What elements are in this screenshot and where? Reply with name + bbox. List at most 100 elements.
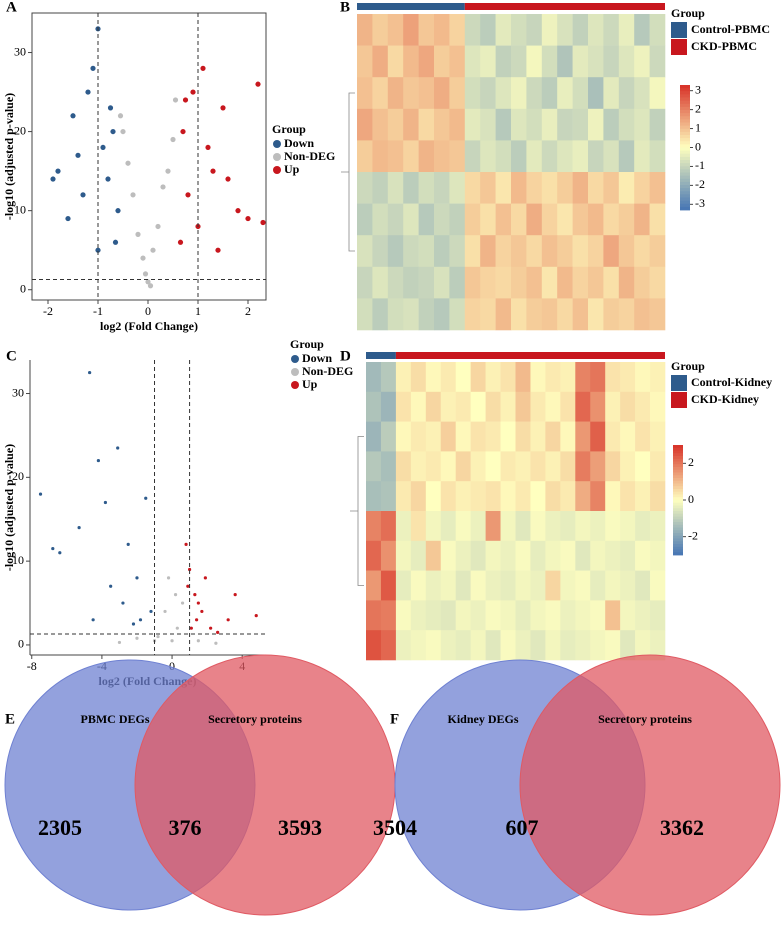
- heatmap-cell: [425, 600, 442, 631]
- heatmap-cell: [649, 203, 666, 236]
- colorbar-step: [673, 486, 683, 490]
- colorbar-step: [673, 467, 683, 471]
- point: [65, 215, 71, 222]
- y-tick-label: 30: [12, 385, 24, 399]
- heatmap-cell: [495, 14, 512, 46]
- set-label: Kidney DEGs: [447, 712, 518, 726]
- heatmap-cell: [464, 77, 481, 110]
- heatmap-cell: [395, 511, 412, 542]
- heatmap-cell: [649, 140, 666, 173]
- legend-label: CKD-Kidney: [691, 392, 759, 406]
- heatmap-cell: [634, 172, 650, 204]
- point: [254, 614, 258, 618]
- heatmap-cell: [530, 540, 546, 571]
- group-bar: [395, 352, 665, 359]
- colorbar-step: [680, 206, 690, 211]
- point: [203, 576, 207, 580]
- colorbar-step: [680, 153, 690, 158]
- heatmap-cell: [485, 630, 501, 661]
- heatmap-cell: [372, 172, 389, 204]
- heatmap-cell: [515, 451, 531, 482]
- heatmap-cell: [410, 540, 427, 571]
- heatmap-cell: [366, 391, 382, 422]
- point: [170, 136, 176, 143]
- heatmap-cell: [620, 630, 636, 661]
- colorbar-step: [673, 491, 683, 495]
- point: [140, 255, 146, 261]
- colorbar-step: [680, 97, 690, 102]
- heatmap-cell: [515, 391, 531, 422]
- point: [193, 593, 197, 597]
- heatmap-cell: [418, 45, 435, 78]
- point: [209, 626, 213, 630]
- heatmap-cell: [618, 108, 635, 141]
- heatmap-cell: [410, 630, 427, 661]
- heatmap-cell: [380, 570, 397, 601]
- heatmap-cell: [366, 630, 382, 661]
- heatmap-cell: [440, 362, 456, 393]
- heatmap-cell: [634, 108, 650, 141]
- heatmap-cell: [380, 362, 397, 393]
- colorbar-tick-label: -1: [695, 158, 705, 172]
- panel-letter: C: [6, 348, 17, 364]
- heatmap-cell: [380, 630, 397, 661]
- heatmap-cell: [403, 14, 419, 46]
- point: [75, 152, 81, 158]
- point: [165, 168, 171, 174]
- heatmap-cell: [511, 172, 527, 204]
- group-bar: [366, 352, 396, 359]
- point: [144, 496, 148, 500]
- point: [182, 97, 189, 103]
- heatmap-cell: [449, 298, 466, 331]
- heatmap-cell: [590, 391, 606, 422]
- heatmap-cell: [500, 630, 516, 661]
- heatmap-cell: [403, 298, 419, 331]
- colorbar-step: [680, 125, 690, 130]
- heatmap-cell: [372, 140, 389, 173]
- heatmap-cell: [541, 45, 558, 78]
- point: [131, 622, 136, 626]
- heatmap-cell: [434, 140, 450, 173]
- point: [225, 176, 231, 182]
- count-label: 376: [169, 815, 202, 840]
- heatmap-cell: [485, 511, 501, 542]
- heatmap-cell: [480, 172, 496, 204]
- x-tick-label: 0: [169, 659, 175, 673]
- heatmap-cell: [605, 570, 621, 601]
- heatmap-cell: [590, 451, 606, 482]
- heatmap-cell: [372, 298, 389, 331]
- colorbar-step: [680, 166, 690, 170]
- heatmap-cell: [530, 630, 546, 661]
- group-bar: [357, 3, 465, 10]
- heatmap-cell: [620, 540, 636, 571]
- heatmap-cell: [440, 630, 456, 661]
- point: [90, 65, 96, 71]
- heatmap-cell: [455, 511, 471, 542]
- heatmap-cell: [634, 266, 650, 299]
- legend-swatch: [291, 355, 299, 363]
- heatmap-cell: [511, 14, 527, 46]
- heatmap-cell: [387, 14, 404, 46]
- heatmap-cell: [605, 630, 621, 661]
- heatmap-cell: [560, 511, 576, 542]
- colorbar-step: [680, 203, 690, 208]
- point: [200, 65, 206, 71]
- point: [138, 618, 143, 622]
- point: [170, 639, 174, 643]
- heatmap-cell: [403, 45, 419, 78]
- heatmap-cell: [572, 235, 589, 268]
- colorbar-step: [680, 197, 690, 202]
- heatmap-cell: [380, 451, 397, 482]
- heatmap-cell: [635, 451, 651, 482]
- heatmap-cell: [590, 630, 606, 661]
- heatmap-cell: [357, 14, 373, 46]
- point: [215, 247, 221, 253]
- heatmap-cell: [470, 511, 486, 542]
- colorbar-step: [673, 450, 683, 454]
- heatmap-cell: [470, 570, 486, 601]
- point: [175, 626, 179, 630]
- heatmap-cell: [620, 391, 636, 422]
- y-tick-label: 10: [12, 553, 24, 567]
- heatmap-cell: [603, 108, 620, 141]
- heatmap-cell: [603, 77, 620, 110]
